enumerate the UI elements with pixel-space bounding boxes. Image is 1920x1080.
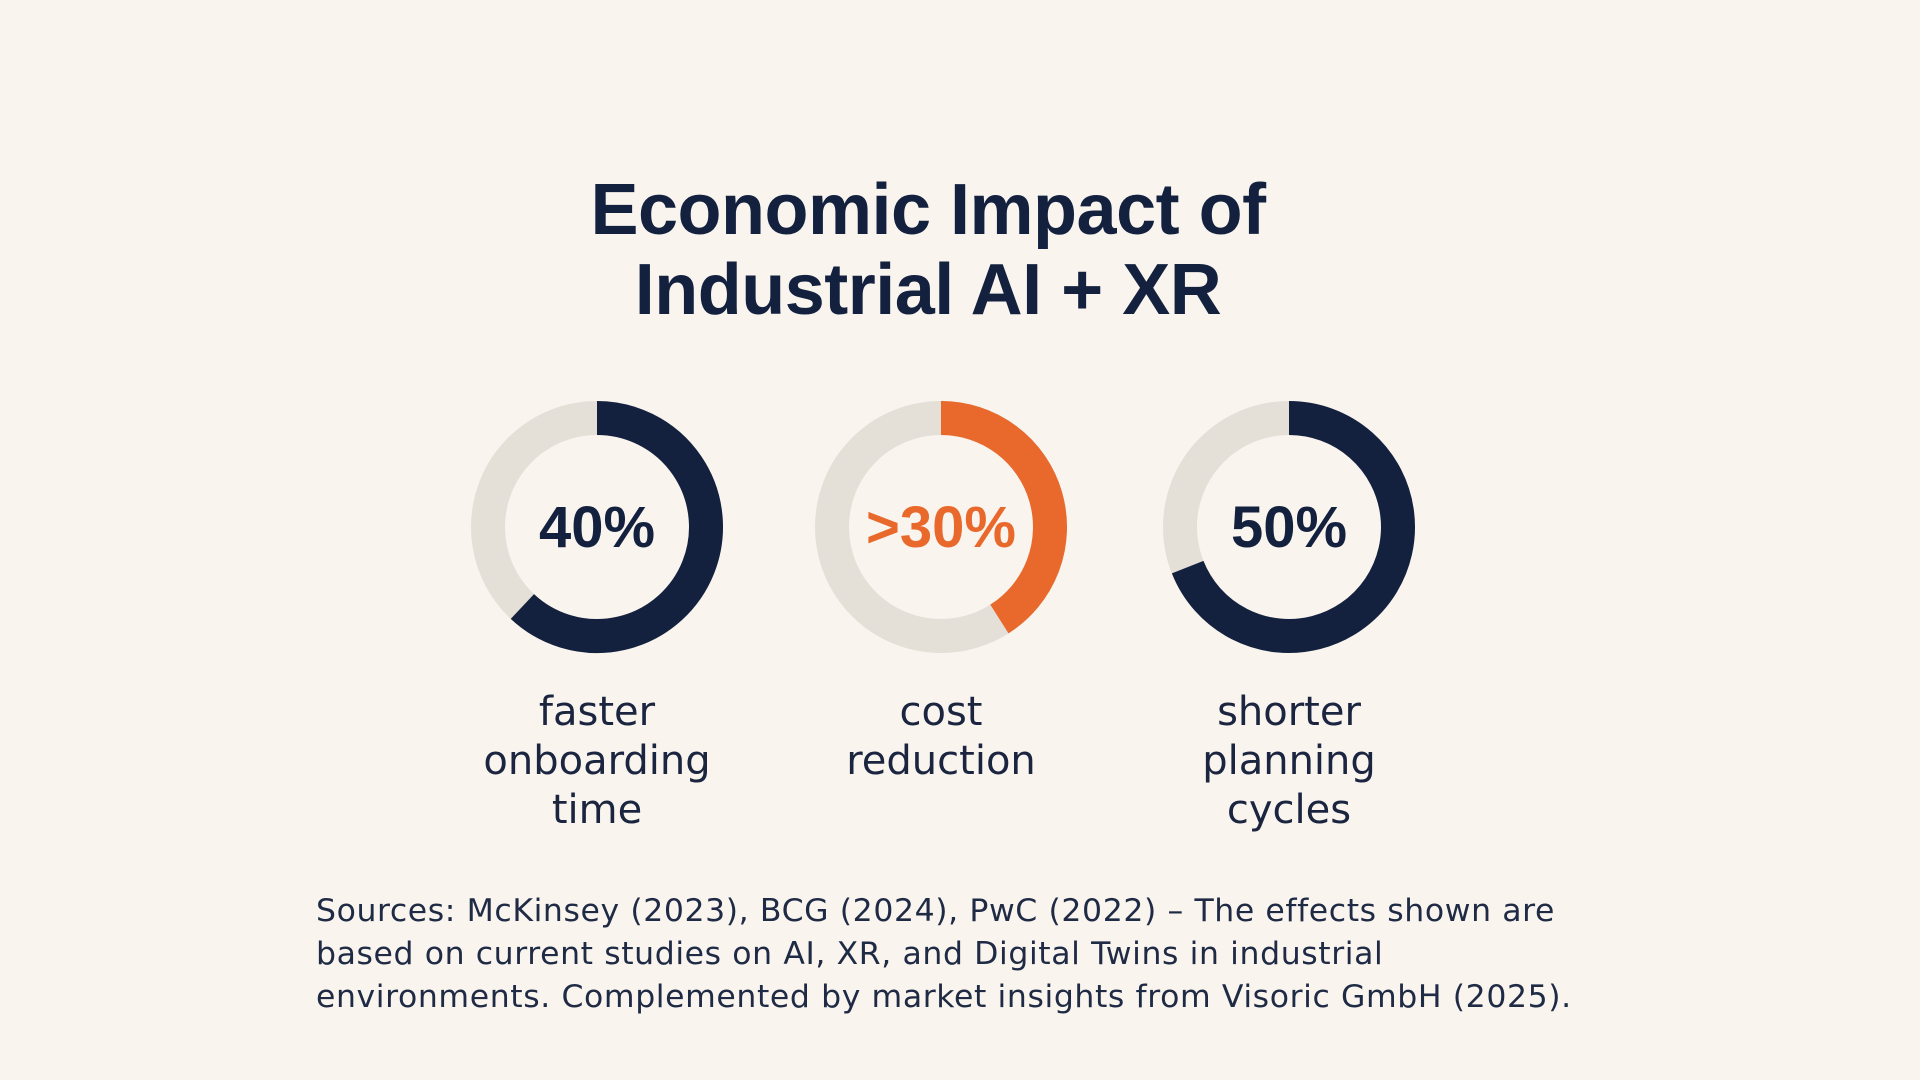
- donut-chart-2: >30%: [815, 401, 1067, 653]
- donut-chart-1: 40%: [471, 401, 723, 653]
- donut-value-label: 40%: [539, 495, 655, 560]
- sources-line-3: environments. Complemented by market ins…: [316, 979, 1572, 1015]
- caption-line: onboarding: [483, 738, 711, 784]
- title-line-1: Economic Impact of: [590, 170, 1266, 250]
- donut-arc: [940, 401, 1067, 634]
- sources-line-2: based on current studies on AI, XR, and …: [316, 936, 1384, 972]
- caption-line: reduction: [846, 738, 1036, 784]
- donut-caption: shorter planning cycles: [1139, 688, 1439, 835]
- donut-caption: cost reduction: [791, 688, 1091, 786]
- sources-line-1: Sources: McKinsey (2023), BCG (2024), Pw…: [316, 893, 1555, 929]
- caption-line: cost: [899, 689, 983, 735]
- caption-line: shorter: [1217, 689, 1361, 735]
- donut-chart-3: 50%: [1163, 401, 1415, 653]
- title-line-2: Industrial AI + XR: [634, 250, 1222, 330]
- caption-line: cycles: [1226, 787, 1352, 833]
- sources-note: Sources: McKinsey (2023), BCG (2024), Pw…: [316, 890, 1716, 1019]
- donut-caption: faster onboarding time: [447, 688, 747, 835]
- donut-value-label: >30%: [866, 495, 1016, 560]
- caption-line: time: [551, 787, 643, 833]
- page-title: Economic Impact of Industrial AI + XR: [0, 170, 1856, 330]
- donut-arc: [1171, 401, 1415, 653]
- donut-value-label: 50%: [1231, 495, 1347, 560]
- caption-line: planning: [1202, 738, 1376, 784]
- caption-line: faster: [538, 689, 656, 735]
- donut-arc: [510, 401, 723, 653]
